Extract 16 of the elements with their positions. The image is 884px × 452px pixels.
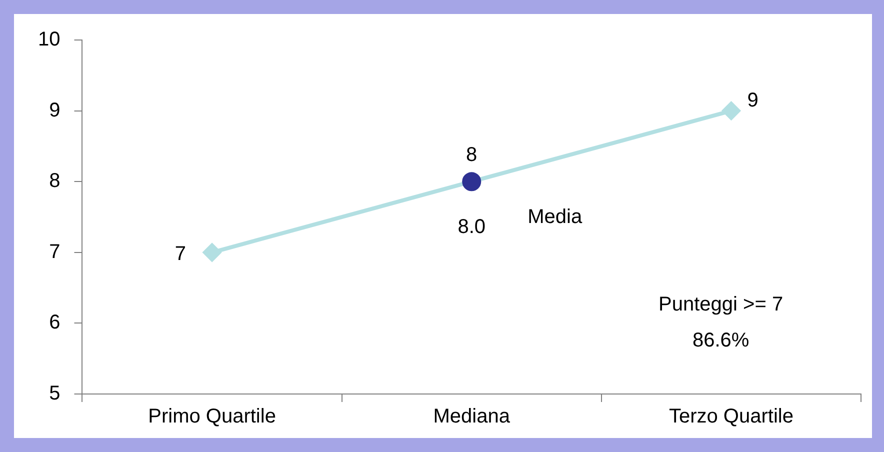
text: Media	[528, 206, 583, 228]
data-label: 9	[747, 89, 758, 112]
data-label: 7	[174, 242, 186, 265]
annotation: Punteggi >= 7	[658, 294, 784, 316]
annotation: 86.6%	[692, 330, 750, 352]
x-tick-label: Mediana	[433, 406, 511, 428]
y-tick-label: 8	[49, 170, 60, 192]
y-tick-label: 6	[49, 312, 60, 334]
y-tick-label: 5	[49, 382, 60, 405]
x-tick-label: Terzo Quartile	[668, 406, 794, 428]
data-label: 8	[466, 144, 478, 166]
y-tick-label: 9	[49, 99, 60, 122]
y-tick-label: 10	[38, 28, 60, 51]
y-tick-label: 7	[49, 240, 60, 263]
data-label: 8.0	[458, 216, 486, 238]
x-tick-label: Primo Quartile	[148, 406, 276, 428]
